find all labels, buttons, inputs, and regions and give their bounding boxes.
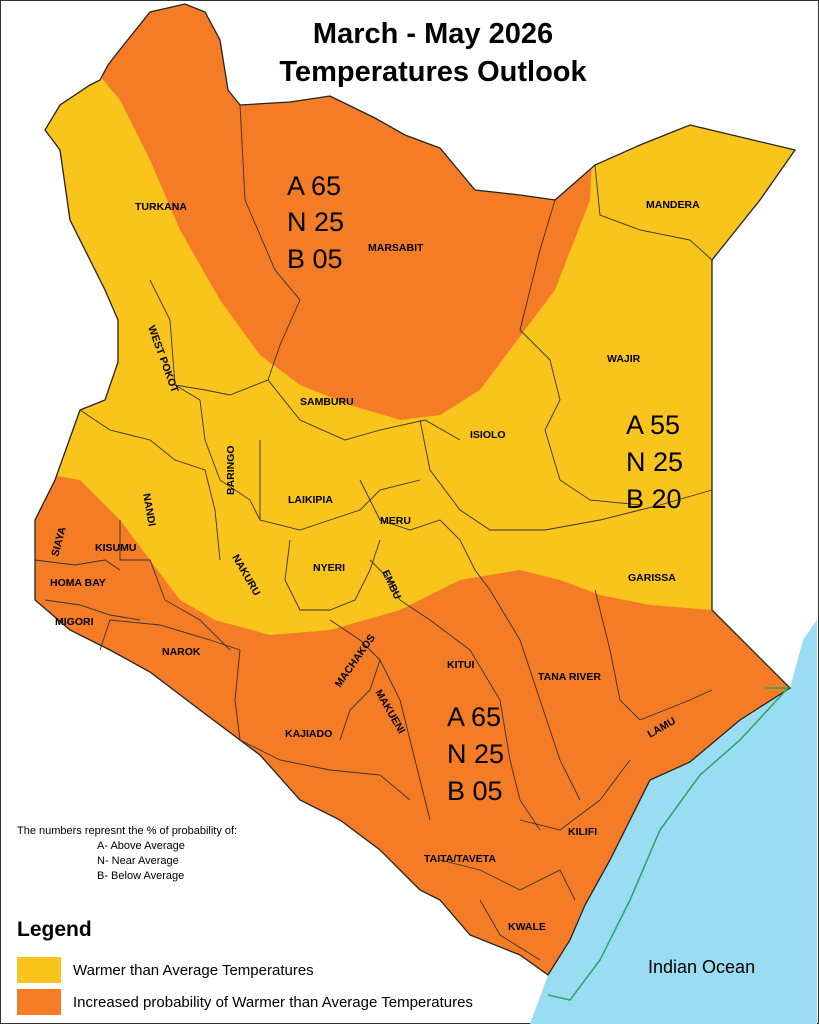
county-label-tana-river: TANA RIVER	[538, 671, 601, 683]
note-above: A- Above Average	[97, 840, 185, 852]
prob-south-near: N 25	[447, 739, 504, 769]
county-label-marsabit: MARSABIT	[368, 242, 424, 254]
probability-south: A 65 N 25 B 05	[447, 702, 504, 806]
county-label-nyeri: NYERI	[313, 562, 345, 574]
prob-east-near: N 25	[626, 447, 683, 477]
county-label-narok: NAROK	[162, 646, 201, 658]
county-label-meru: MERU	[380, 515, 411, 527]
prob-east-above: A 55	[626, 410, 680, 440]
probability-north: A 65 N 25 B 05	[287, 171, 344, 274]
county-label-isiolo: ISIOLO	[470, 429, 506, 441]
prob-north-near: N 25	[287, 207, 344, 237]
prob-north-above: A 65	[287, 171, 341, 201]
county-label-wajir: WAJIR	[607, 353, 641, 365]
marine-boundary	[547, 687, 790, 1001]
map-title-line2: Temperatures Outlook	[279, 56, 587, 88]
county-label-mandera: MANDERA	[646, 199, 700, 211]
county-label-kitui: KITUI	[447, 659, 474, 671]
note-below: B- Below Average	[97, 870, 185, 882]
county-label-kwale: KWALE	[508, 921, 546, 933]
county-label-garissa: GARISSA	[628, 572, 676, 584]
legend-swatch-yellow	[17, 957, 61, 983]
note-near: N- Near Average	[97, 855, 179, 867]
county-label-taita-taveta: TAITA/TAVETA	[424, 853, 496, 865]
county-boundaries	[34, 104, 713, 961]
map-title-line1: March - May 2026	[312, 18, 554, 50]
note-heading: The numbers represnt the % of probabilit…	[17, 825, 238, 837]
legend-item-yellow: Warmer than Average Temperatures	[17, 957, 314, 983]
legend-label-yellow: Warmer than Average Temperatures	[73, 961, 314, 979]
indian-ocean	[530, 620, 817, 1024]
county-label-kajiado: KAJIADO	[285, 728, 332, 740]
legend-swatch-orange	[17, 989, 61, 1015]
ocean-label: Indian Ocean	[648, 957, 755, 977]
county-label-turkana: TURKANA	[135, 201, 187, 213]
county-label-samburu: SAMBURU	[300, 396, 354, 408]
prob-south-above: A 65	[447, 702, 501, 732]
probability-east: A 55 N 25 B 20	[626, 410, 683, 514]
county-label-homa-bay: HOMA BAY	[50, 577, 106, 589]
county-label-baringo: BARINGO	[225, 445, 237, 495]
legend-label-orange: Increased probability of Warmer than Ave…	[73, 993, 473, 1011]
legend-item-orange: Increased probability of Warmer than Ave…	[17, 989, 473, 1015]
county-label-kilifi: KILIFI	[568, 826, 597, 838]
county-label-laikipia: LAIKIPIA	[288, 494, 333, 506]
county-label-nandi: NANDI	[140, 492, 158, 527]
prob-north-below: B 05	[287, 244, 343, 274]
county-label-kisumu: KISUMU	[95, 542, 136, 554]
county-label-migori: MIGORI	[55, 616, 94, 628]
kenya-outline	[34, 3, 797, 976]
probability-note: The numbers represnt the % of probabilit…	[17, 824, 237, 884]
prob-east-below: B 20	[626, 484, 682, 514]
legend-title: Legend	[17, 918, 92, 941]
prob-south-below: B 05	[447, 776, 503, 806]
